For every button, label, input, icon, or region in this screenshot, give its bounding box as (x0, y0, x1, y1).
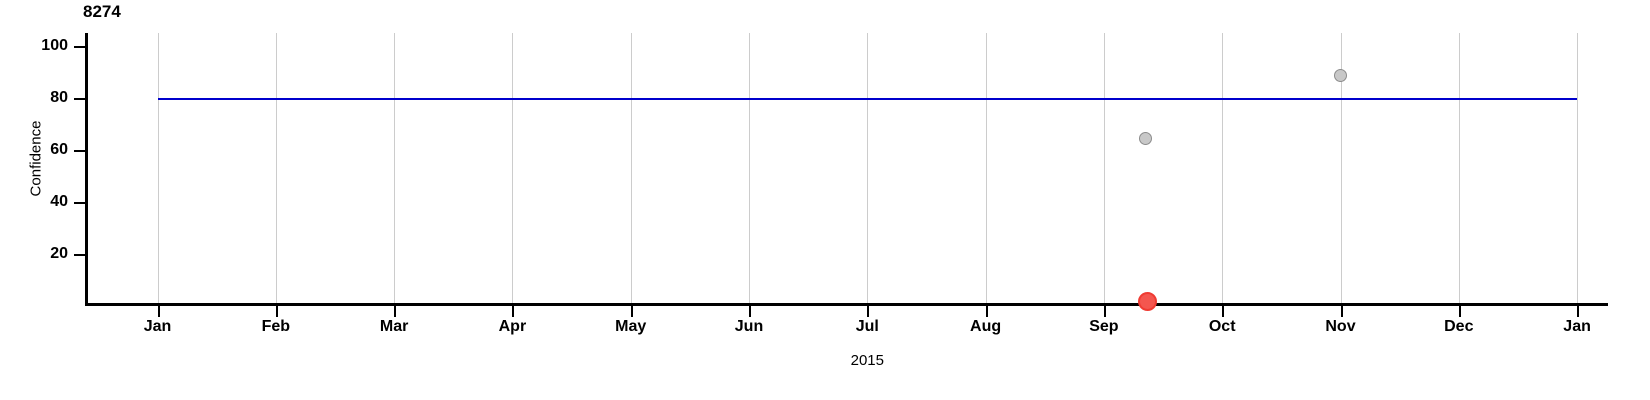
x-tick-jun-5 (749, 306, 751, 317)
x-tick-label-apr-3: Apr (498, 318, 527, 335)
x-tick-oct-9 (1222, 306, 1224, 317)
x-tick-label-nov-10: Nov (1325, 318, 1356, 335)
x-tick-label-jan-0: Jan (143, 318, 172, 335)
x-tick-label-jun-5: Jun (734, 318, 764, 335)
gridline-mar-2 (394, 33, 395, 303)
x-tick-jan-0 (158, 306, 160, 317)
x-tick-mar-2 (394, 306, 396, 317)
chart-title: 8274 (83, 2, 121, 21)
y-tick-80 (74, 98, 85, 100)
gridline-jan-12 (1577, 33, 1578, 303)
x-tick-sep-8 (1104, 306, 1106, 317)
y-tick-label-80: 80 (50, 89, 68, 106)
gridline-dec-11 (1459, 33, 1460, 303)
data-point[interactable] (1334, 69, 1347, 83)
x-tick-label-may-4: May (615, 318, 647, 335)
gridline-apr-3 (512, 33, 513, 303)
x-tick-label-feb-1: Feb (261, 318, 291, 335)
y-tick-40 (74, 202, 85, 204)
threshold-line (157, 98, 1578, 100)
gridline-jan-0 (158, 33, 159, 303)
gridline-may-4 (631, 33, 632, 303)
x-tick-nov-10 (1341, 306, 1343, 317)
alert-data-point[interactable] (1138, 292, 1158, 312)
x-tick-label-jul-6: Jul (855, 318, 879, 335)
x-tick-label-dec-11: Dec (1444, 318, 1474, 335)
y-tick-60 (74, 150, 85, 152)
x-tick-label-oct-9: Oct (1208, 318, 1236, 335)
y-tick-label-100: 100 (41, 37, 68, 54)
x-tick-aug-7 (986, 306, 988, 317)
x-tick-label-aug-7: Aug (970, 318, 1002, 335)
data-point[interactable] (1138, 131, 1152, 145)
y-tick-100 (74, 46, 85, 48)
gridline-feb-1 (276, 33, 277, 303)
x-tick-feb-1 (276, 306, 278, 317)
x-axis-title: 2015 (850, 352, 884, 369)
y-tick-label-60: 60 (50, 141, 68, 158)
x-tick-apr-3 (512, 306, 514, 317)
x-tick-label-mar-2: Mar (379, 318, 409, 335)
x-tick-jan-12 (1577, 306, 1579, 317)
x-axis-line (85, 303, 1608, 306)
gridline-jul-6 (867, 33, 868, 303)
y-tick-label-20: 20 (50, 245, 68, 262)
x-tick-label-jan-12: Jan (1563, 318, 1591, 335)
x-tick-dec-11 (1459, 306, 1461, 317)
x-tick-jul-6 (867, 306, 869, 317)
gridline-jun-5 (749, 33, 750, 303)
gridline-sep-8 (1104, 33, 1105, 303)
y-tick-label-40: 40 (50, 193, 68, 210)
y-axis-line (85, 33, 88, 305)
gridline-nov-10 (1341, 33, 1342, 303)
gridline-aug-7 (986, 33, 987, 303)
gridline-oct-9 (1222, 33, 1223, 303)
x-tick-label-sep-8: Sep (1089, 318, 1119, 335)
x-tick-may-4 (631, 306, 633, 317)
y-tick-20 (74, 254, 85, 256)
